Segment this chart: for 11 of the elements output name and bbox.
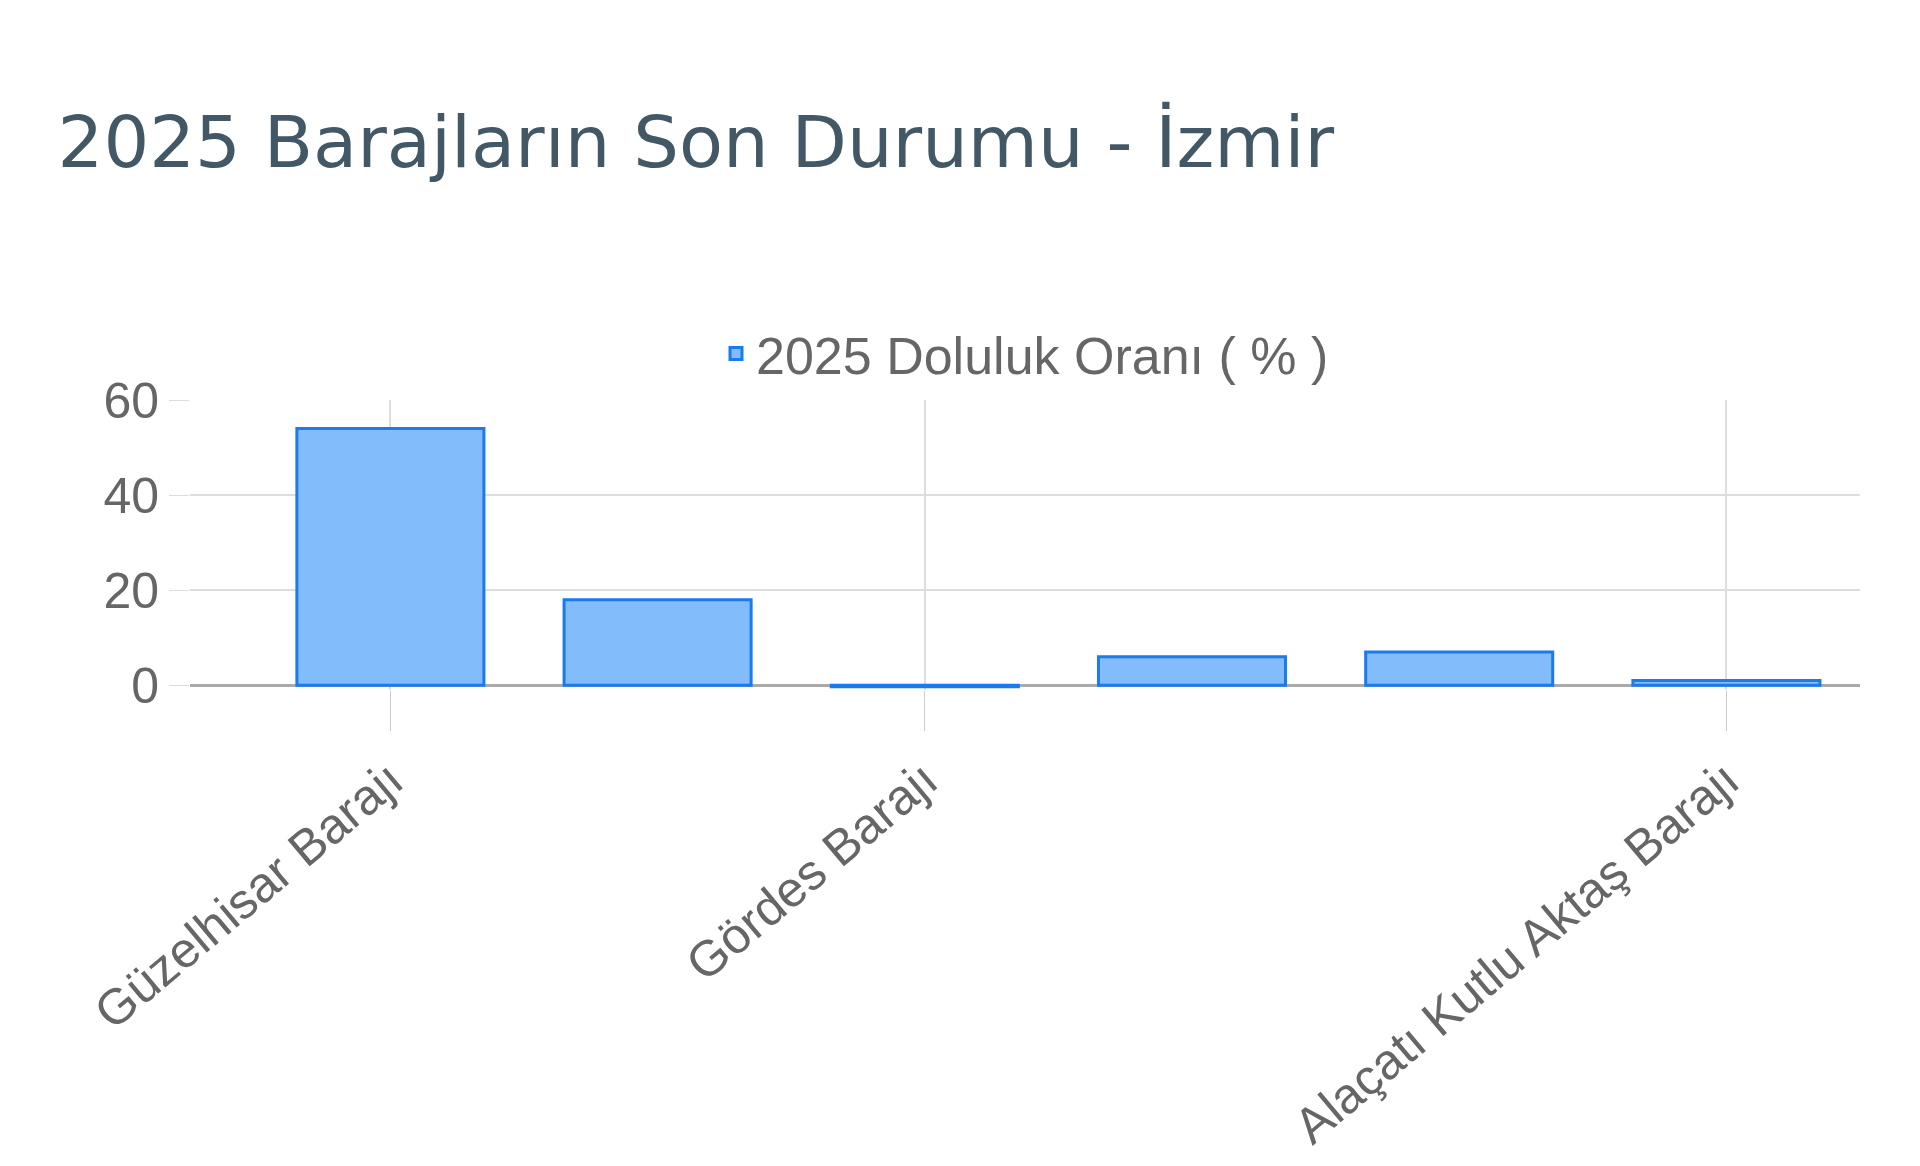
bar [1631, 678, 1822, 687]
y-tick-label: 0 [131, 657, 159, 714]
chart-title: 2025 Barajların Son Durumu - İzmir [57, 100, 1335, 184]
y-tick-label: 40 [103, 467, 159, 524]
y-tick-label: 20 [103, 562, 159, 619]
y-tick-label: 60 [103, 372, 159, 429]
bar [1096, 655, 1288, 687]
bar [1364, 650, 1555, 687]
legend-label: 2025 Doluluk Oranı ( % ) [756, 326, 1329, 385]
bar [295, 427, 486, 687]
bar [562, 598, 753, 687]
